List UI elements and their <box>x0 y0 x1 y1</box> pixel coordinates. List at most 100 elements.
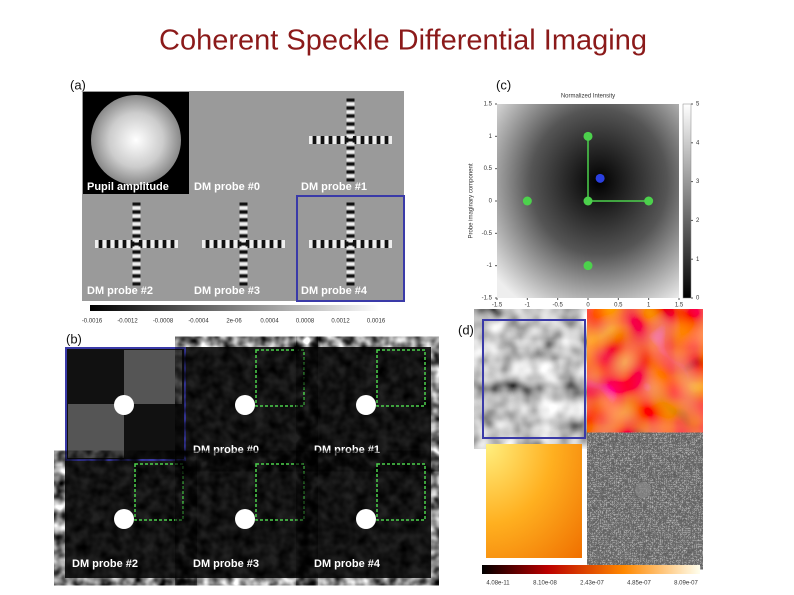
probe-pattern <box>317 240 320 248</box>
probe-pattern <box>346 214 355 218</box>
probe-pattern <box>385 240 388 248</box>
probe-pattern <box>346 162 355 166</box>
probe-pattern <box>357 240 360 248</box>
probe-pattern <box>103 240 106 248</box>
probe-pattern <box>341 136 344 144</box>
highlight-frame <box>482 319 586 439</box>
colorbar-tick-label: -0.0012 <box>117 319 138 325</box>
probe-pattern <box>234 240 237 248</box>
probe-pattern <box>132 230 141 234</box>
probe-pattern <box>132 254 141 258</box>
panel-d <box>482 319 700 574</box>
probe-pattern <box>361 136 364 144</box>
colorbar <box>90 305 380 311</box>
probe-point <box>583 131 593 141</box>
probe-pattern <box>346 118 355 122</box>
probe-pattern <box>239 242 248 246</box>
probe-pattern <box>329 240 332 248</box>
probe-pattern <box>155 240 158 248</box>
probe-pattern <box>239 270 248 274</box>
probe-pattern <box>132 214 141 218</box>
colorbar-tick-label: 2.43e-07 <box>580 581 604 587</box>
probe-pattern <box>346 254 355 258</box>
image-caption: DM probe #0 <box>194 181 260 193</box>
probe-pattern <box>365 240 368 248</box>
probe-pattern <box>246 240 249 248</box>
zoom-box <box>255 349 305 407</box>
probe-point <box>583 261 593 271</box>
probe-pattern <box>99 240 102 248</box>
probe-pattern <box>346 150 355 154</box>
image <box>597 321 693 437</box>
y-tick-label: -0.5 <box>482 231 493 237</box>
probe-pattern <box>341 240 344 248</box>
probe-pattern <box>346 202 355 206</box>
probe-pattern <box>123 240 126 248</box>
probe-pattern <box>346 106 355 110</box>
probe-pattern <box>202 240 205 248</box>
x-tick-label: 0.5 <box>614 303 623 309</box>
probe-pattern <box>329 136 332 144</box>
probe-pattern <box>346 278 355 282</box>
probe-pattern <box>346 274 355 278</box>
probe-pattern <box>369 136 372 144</box>
y-tick-label: 0.5 <box>484 166 493 172</box>
x-tick-label: -1.5 <box>492 303 503 309</box>
probe-pattern <box>317 136 320 144</box>
probe-pattern <box>239 222 248 226</box>
colorbar <box>682 103 692 299</box>
probe-pattern <box>239 262 248 266</box>
probe-pattern <box>143 240 146 248</box>
probe-pattern <box>107 240 110 248</box>
probe-pattern <box>377 136 380 144</box>
slide-title: Coherent Speckle Differential Imaging <box>159 25 647 57</box>
probe-pattern <box>132 274 141 278</box>
probe-pattern <box>377 240 380 248</box>
y-tick-label: -1.5 <box>482 296 493 302</box>
probe-pattern <box>139 240 142 248</box>
probe-pattern <box>346 242 355 246</box>
probe-pattern <box>333 136 336 144</box>
probe-pattern <box>346 246 355 250</box>
probe-pattern <box>365 136 368 144</box>
probe-pattern <box>346 206 355 210</box>
probe-pattern <box>346 138 355 142</box>
probe-pattern <box>346 270 355 274</box>
colorbar-tick-label: 8.10e-08 <box>533 581 557 587</box>
probe-pattern <box>381 240 384 248</box>
y-tick-label: -1 <box>487 263 493 269</box>
occulter <box>235 395 255 415</box>
probe-pattern <box>346 266 355 270</box>
colorbar-tick-label: 3 <box>696 179 700 185</box>
probe-pattern <box>239 282 248 286</box>
probe-pattern <box>385 136 388 144</box>
image <box>68 404 124 458</box>
panel-label: (a) <box>70 77 86 92</box>
probe-pattern <box>239 274 248 278</box>
probe-pattern <box>95 240 98 248</box>
zoom-box <box>134 463 184 521</box>
probe-pattern <box>132 210 141 214</box>
estimate-point <box>595 173 605 183</box>
probe-pattern <box>313 240 316 248</box>
probe-pattern <box>346 250 355 254</box>
image-caption: DM probe #1 <box>314 444 380 456</box>
colorbar-tick-label: 4.85e-07 <box>627 581 651 587</box>
probe-pattern <box>239 226 248 230</box>
source <box>635 482 651 498</box>
probe-pattern <box>239 202 248 206</box>
probe-pattern <box>266 240 269 248</box>
image-caption: Pupil amplitude <box>87 181 169 193</box>
probe-pattern <box>132 206 141 210</box>
occulter <box>356 509 376 529</box>
probe-pattern <box>132 282 141 286</box>
probe-pattern <box>239 210 248 214</box>
panel-b: DM probe #0 DM probe #1 DM probe #2 DM prob… <box>65 347 431 578</box>
colorbar-tick-label: 0.0012 <box>331 319 350 325</box>
image-caption: DM probe #0 <box>193 444 259 456</box>
probe-point <box>522 196 532 206</box>
probe-pattern <box>309 136 312 144</box>
occulter <box>356 395 376 415</box>
probe-pattern <box>337 240 340 248</box>
